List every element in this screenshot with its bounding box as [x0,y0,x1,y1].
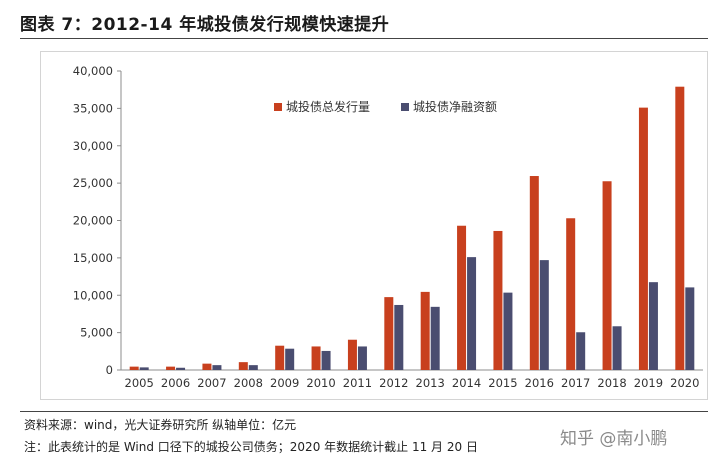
bar-net-financing [576,332,586,370]
bar-net-financing [394,304,404,370]
bottom-rule [20,411,708,412]
legend-swatch [274,103,282,111]
bar-net-financing [612,326,622,370]
legend-label: 城投债净融资额 [413,99,497,114]
bar-net-financing [321,350,331,370]
y-tick-label: 10,000 [73,288,113,302]
chart-frame [40,51,708,400]
footnote: 注：此表统计的是 Wind 口径下的城投公司债务；2020 年数据统计截止 11… [24,440,478,454]
bar-total-issuance [202,363,212,370]
y-tick-label: 25,000 [73,176,113,190]
bar-total-issuance [238,362,248,370]
legend-label: 城投债总发行量 [286,99,370,114]
y-tick-label: 15,000 [73,251,113,265]
y-tick-label: 20,000 [73,214,113,228]
y-tick-label: 0 [106,363,113,377]
bar-net-financing [176,367,186,370]
x-tick-label: 2006 [161,376,190,390]
bar-net-financing [139,367,149,370]
bar-net-financing [248,365,258,370]
bar-net-financing [212,365,222,370]
source-note: 资料来源：wind，光大证券研究所 纵轴单位：亿元 [24,418,297,432]
bar-total-issuance [675,86,685,370]
x-tick-label: 2015 [488,376,517,390]
y-tick-label: 40,000 [73,64,113,78]
bar-net-financing [685,287,695,370]
bar-net-financing [539,260,549,370]
x-tick-label: 2012 [379,376,408,390]
x-tick-label: 2014 [452,376,481,390]
x-tick-label: 2018 [597,376,626,390]
bar-net-financing [357,346,367,370]
bar-total-issuance [311,346,321,370]
bar-net-financing [648,282,658,370]
x-tick-label: 2009 [270,376,299,390]
x-tick-label: 2020 [670,376,699,390]
legend-swatch [401,103,409,111]
bar-total-issuance [347,339,357,370]
bar-chart: 0 5,000 10,000 15,000 20,000 25,000 30,000 35,0… [73,64,703,390]
x-tick-label: 2011 [343,376,372,390]
bar-total-issuance [129,366,139,370]
x-tick-label: 2005 [125,376,154,390]
x-tick-label: 2017 [561,376,590,390]
x-tick-label: 2007 [197,376,226,390]
bar-net-financing [467,257,477,370]
bar-total-issuance [638,107,648,370]
x-tick-label: 2016 [525,376,554,390]
x-tick-label: 2010 [306,376,335,390]
y-tick-label: 5,000 [80,326,113,340]
bar-total-issuance [420,291,430,370]
x-tick-label: 2013 [416,376,445,390]
bar-total-issuance [602,181,612,370]
bar-total-issuance [275,345,285,370]
bar-net-financing [430,306,440,370]
watermark-text: 知乎 @南小鹏 [560,429,668,449]
bar-net-financing [503,292,513,370]
bar-total-issuance [384,297,394,370]
bar-net-financing [285,348,295,370]
figure-title: 图表 7：2012-14 年城投债发行规模快速提升 [20,15,390,35]
bar-total-issuance [166,366,176,370]
x-tick-label: 2019 [634,376,663,390]
bar-total-issuance [457,225,467,370]
bar-total-issuance [529,176,539,370]
y-tick-label: 30,000 [73,139,113,153]
x-tick-label: 2008 [234,376,263,390]
bar-total-issuance [493,230,503,370]
top-rule [20,38,708,39]
y-tick-label: 35,000 [73,101,113,115]
bar-total-issuance [566,218,576,370]
